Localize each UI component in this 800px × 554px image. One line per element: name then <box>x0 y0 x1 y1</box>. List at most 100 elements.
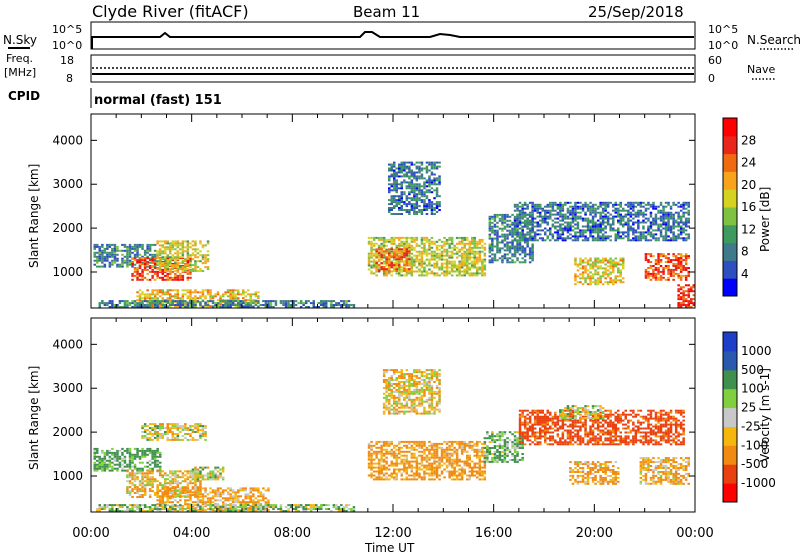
range-cell <box>189 276 192 279</box>
range-cell <box>627 235 630 238</box>
range-cell <box>609 235 612 238</box>
range-cell <box>194 306 197 308</box>
range-cell <box>370 254 373 257</box>
range-cell <box>669 217 673 220</box>
range-cell <box>614 207 617 210</box>
range-cell <box>669 259 673 262</box>
range-cell <box>677 259 680 262</box>
range-cell <box>674 211 678 214</box>
range-cell <box>138 289 142 292</box>
range-cell <box>393 252 396 255</box>
range-cell <box>133 300 137 303</box>
range-cell <box>166 240 169 243</box>
range-cell <box>116 265 119 268</box>
range-cell <box>330 304 333 306</box>
range-cell <box>674 239 678 242</box>
range-cell <box>390 250 393 253</box>
range-cell <box>599 229 602 232</box>
range-cell <box>659 215 663 218</box>
range-cell <box>458 266 461 269</box>
range-cell <box>531 253 534 256</box>
range-cell <box>604 259 607 262</box>
range-cell <box>385 258 388 261</box>
range-cell <box>541 221 544 224</box>
range-cell <box>526 219 529 222</box>
range-cell <box>491 259 494 262</box>
range-cell <box>481 266 484 269</box>
range-cell <box>143 488 147 491</box>
range-cell <box>181 438 185 441</box>
range-cell <box>679 261 683 263</box>
range-cell <box>221 476 225 479</box>
range-cell <box>199 425 202 428</box>
range-cell <box>191 252 195 255</box>
range-cell <box>526 223 529 226</box>
range-cell <box>204 266 207 269</box>
range-cell <box>138 257 142 260</box>
range-cell <box>617 263 620 266</box>
range-cell <box>111 304 114 306</box>
range-cell <box>516 229 519 232</box>
range-cell <box>143 429 147 431</box>
range-cell <box>599 211 602 214</box>
scatter-region <box>93 243 157 268</box>
range-cell <box>644 268 648 271</box>
range-cell <box>463 252 466 255</box>
range-cell <box>682 231 685 234</box>
range-cell <box>375 478 378 481</box>
range-cell <box>189 491 192 494</box>
range-cell <box>425 209 429 211</box>
range-cell <box>179 274 182 277</box>
range-cell <box>400 209 403 211</box>
range-cell <box>564 229 567 232</box>
range-cell <box>405 260 409 263</box>
range-cell <box>403 193 406 196</box>
range-cell <box>662 219 665 222</box>
range-cell <box>493 259 497 262</box>
range-cell <box>400 201 403 204</box>
range-cell <box>544 239 547 242</box>
range-cell <box>103 457 107 460</box>
range-cell <box>116 245 119 248</box>
range-cell <box>674 225 678 228</box>
range-cell <box>111 302 114 305</box>
range-cell <box>684 300 688 303</box>
range-cell <box>647 276 650 279</box>
range-cell <box>682 265 685 267</box>
range-cell <box>398 252 401 255</box>
range-cell <box>609 259 612 262</box>
range-cell <box>128 249 132 252</box>
range-cell <box>400 205 403 208</box>
range-cell <box>493 219 497 222</box>
range-cell <box>576 223 580 226</box>
range-cell <box>214 507 217 510</box>
range-cell <box>473 236 476 239</box>
range-cell <box>672 227 675 230</box>
range-cell <box>488 215 492 218</box>
range-cell <box>388 270 391 272</box>
range-cell <box>96 261 99 264</box>
range-cell <box>128 261 132 264</box>
range-cell <box>347 304 351 306</box>
range-cell <box>642 215 645 218</box>
range-cell <box>430 203 434 206</box>
range-cell <box>370 472 373 475</box>
range-cell <box>649 231 653 234</box>
range-cell <box>420 193 424 196</box>
range-cell <box>455 250 459 253</box>
range-cell <box>153 459 157 462</box>
range-cell <box>156 449 159 452</box>
range-cell <box>415 258 419 261</box>
scatter-region <box>93 447 162 472</box>
range-cell <box>659 217 663 220</box>
range-cell <box>199 295 202 298</box>
range-cell <box>148 470 152 473</box>
range-cell <box>435 266 439 269</box>
range-cell <box>549 233 552 236</box>
range-cell <box>176 295 180 298</box>
range-cell <box>151 276 154 279</box>
range-cell <box>204 501 207 504</box>
range-cell <box>511 253 514 256</box>
range-cell <box>128 451 132 454</box>
range-cell <box>164 486 167 489</box>
